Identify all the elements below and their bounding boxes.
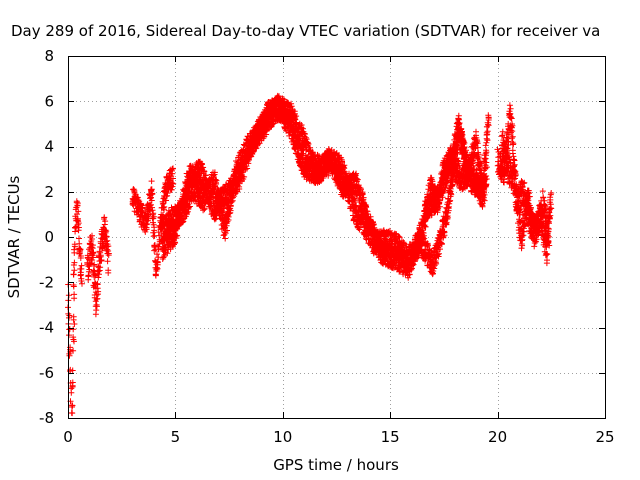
y-axis-label: SDTVAR / TECUs xyxy=(5,175,23,298)
x-tick-label: 20 xyxy=(488,428,507,446)
data-point-cluster xyxy=(70,198,85,290)
data-point-cluster xyxy=(499,128,555,267)
x-tick-label: 10 xyxy=(273,428,292,446)
y-tick-label: -2 xyxy=(39,273,54,291)
x-tick-label: 15 xyxy=(381,428,400,446)
x-tick-label: 0 xyxy=(63,428,73,446)
data-point-cluster xyxy=(421,112,492,225)
data-points xyxy=(65,92,555,417)
x-tick-label: 5 xyxy=(171,428,181,446)
y-tick-label: 4 xyxy=(44,138,54,156)
y-tick-label: -8 xyxy=(39,409,54,427)
data-point-cluster xyxy=(159,92,488,281)
data-point-cluster xyxy=(129,165,177,279)
y-tick-label: 0 xyxy=(44,228,54,246)
y-tick-label: -6 xyxy=(39,364,54,382)
y-tick-label: 6 xyxy=(44,92,54,110)
x-tick-label: 25 xyxy=(595,428,614,446)
x-axis-label: GPS time / hours xyxy=(273,456,399,474)
x-tick-labels: 0 5 10 15 20 25 xyxy=(63,428,614,446)
axis-ticks xyxy=(68,56,606,419)
y-tick-label: 2 xyxy=(44,183,54,201)
data-point-cluster xyxy=(84,214,112,318)
gridlines xyxy=(68,56,605,418)
y-tick-labels: -8 -6 -4 -2 0 2 4 6 8 xyxy=(39,47,54,427)
chart-title: Day 289 of 2016, Sidereal Day-to-day VTE… xyxy=(11,22,600,40)
y-tick-label: -4 xyxy=(39,319,54,337)
y-tick-label: 8 xyxy=(44,47,54,65)
